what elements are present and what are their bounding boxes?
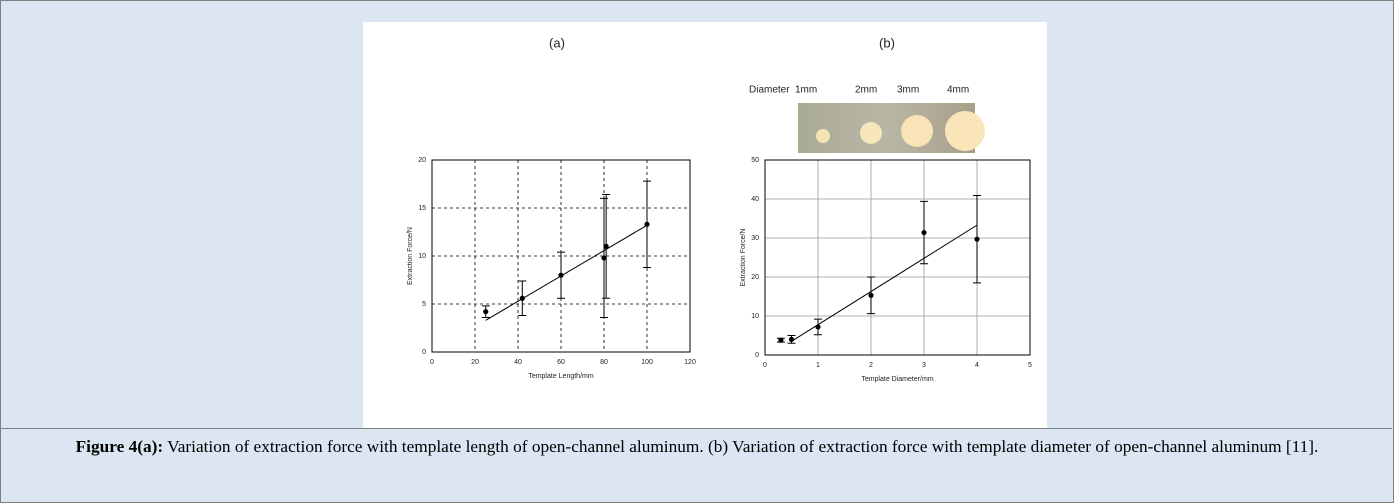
- data-point: [558, 273, 563, 278]
- figure-image: [363, 22, 1047, 428]
- chart-title: (b): [879, 35, 895, 50]
- data-point: [644, 222, 649, 227]
- x-tick-label: 4: [975, 362, 979, 369]
- y-tick-label: 30: [751, 235, 759, 242]
- separator: [0, 428, 1392, 429]
- x-axis-label: Template Length/mm: [528, 373, 594, 380]
- y-tick-label: 20: [418, 157, 426, 164]
- y-axis-label: Extraction Force/N: [407, 227, 414, 285]
- data-point: [778, 338, 783, 343]
- x-tick-label: 1: [816, 362, 820, 369]
- caption: Figure 4(a): Variation of extraction for…: [26, 435, 1368, 459]
- data-point: [789, 337, 794, 342]
- x-tick-label: 40: [514, 359, 522, 366]
- x-tick-label: 100: [641, 359, 653, 366]
- y-tick-label: 50: [751, 157, 759, 164]
- y-tick-label: 15: [418, 205, 426, 212]
- photo-label: 1mm: [795, 85, 817, 96]
- chart-title: (a): [549, 35, 565, 50]
- y-tick-label: 40: [751, 196, 759, 203]
- data-point: [520, 296, 525, 301]
- data-point: [868, 293, 873, 298]
- y-tick-label: 0: [422, 349, 426, 356]
- y-axis-label: Extraction Force/N: [740, 229, 747, 287]
- data-point: [921, 230, 926, 235]
- x-tick-label: 0: [763, 362, 767, 369]
- photo-label: 3mm: [897, 85, 919, 96]
- x-tick-label: 20: [471, 359, 479, 366]
- y-tick-label: 20: [751, 274, 759, 281]
- data-point: [815, 324, 820, 329]
- y-tick-label: 10: [751, 313, 759, 320]
- caption-label: Figure 4(a):: [76, 437, 164, 456]
- y-tick-label: 10: [418, 253, 426, 260]
- y-tick-label: 5: [422, 301, 426, 308]
- photo-strip: [798, 103, 985, 153]
- data-point: [483, 309, 488, 314]
- photo-label: 2mm: [855, 85, 877, 96]
- x-tick-label: 0: [430, 359, 434, 366]
- photo-label: 4mm: [947, 85, 969, 96]
- x-axis-label: Template Diameter/mm: [861, 376, 934, 383]
- x-tick-label: 5: [1028, 362, 1032, 369]
- photo-label: Diameter: [749, 85, 790, 96]
- data-point: [604, 244, 609, 249]
- data-point: [974, 237, 979, 242]
- x-tick-label: 2: [869, 362, 873, 369]
- x-tick-label: 3: [922, 362, 926, 369]
- caption-text: Variation of extraction force with templ…: [167, 437, 1318, 456]
- y-tick-label: 0: [755, 352, 759, 359]
- x-tick-label: 60: [557, 359, 565, 366]
- x-tick-label: 120: [684, 359, 696, 366]
- x-tick-label: 80: [600, 359, 608, 366]
